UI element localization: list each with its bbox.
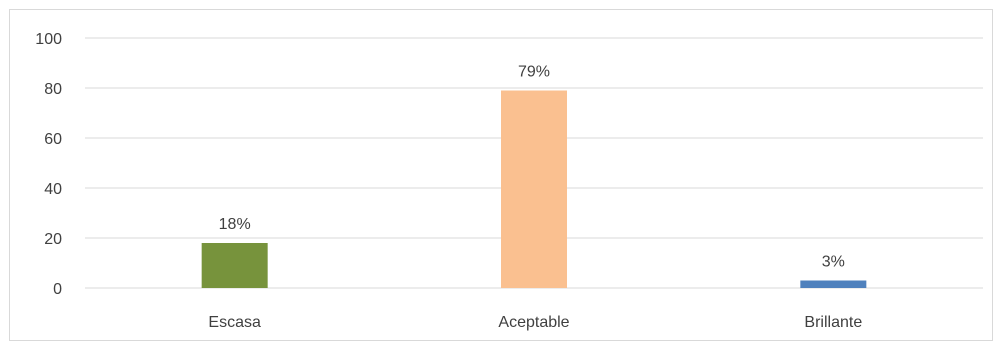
y-axis-tick-labels: 0 20 40 60 80 100 — [35, 31, 62, 298]
data-label-escasa: 18% — [219, 216, 251, 233]
category-label-brillante: Brillante — [804, 314, 862, 331]
y-tick-label: 80 — [44, 81, 62, 98]
category-label-escasa: Escasa — [208, 314, 261, 331]
bar-brillante — [800, 280, 867, 288]
y-tick-label: 20 — [44, 231, 62, 248]
data-label-brillante: 3% — [822, 254, 845, 271]
y-tick-label: 60 — [44, 131, 62, 148]
category-label-aceptable: Aceptable — [498, 314, 569, 331]
bar-escasa — [201, 243, 268, 288]
data-labels: 18% 79% 3% — [219, 64, 845, 271]
bars — [201, 90, 867, 288]
bar-aceptable — [501, 90, 567, 288]
x-axis-category-labels: Escasa Aceptable Brillante — [208, 314, 862, 331]
y-tick-label: 0 — [53, 281, 62, 298]
y-tick-label: 100 — [35, 31, 62, 48]
data-label-aceptable: 79% — [518, 64, 550, 81]
y-tick-label: 40 — [44, 181, 62, 198]
